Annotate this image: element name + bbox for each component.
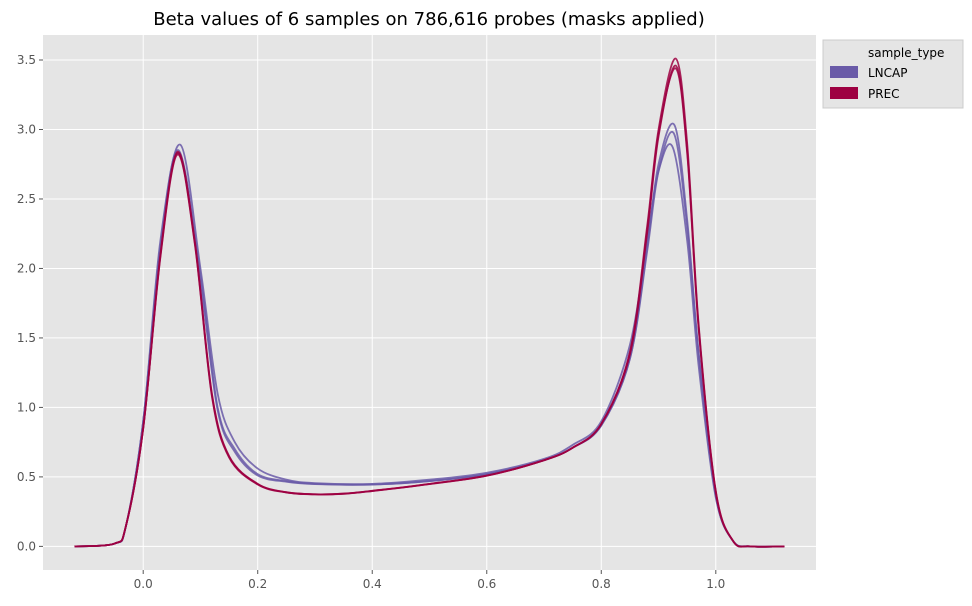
legend-label-lncap: LNCAP xyxy=(868,66,908,80)
x-tick-label: 1.0 xyxy=(706,577,725,591)
x-tick-label: 0.2 xyxy=(248,577,267,591)
y-tick-label: 3.5 xyxy=(17,53,36,67)
series-lines xyxy=(74,57,785,548)
y-tick-label: 1.5 xyxy=(17,331,36,345)
grid-lines xyxy=(43,35,816,570)
y-axis: 0.0 0.5 1.0 1.5 2.0 2.5 3.0 3.5 xyxy=(17,53,43,553)
legend-title: sample_type xyxy=(868,46,944,60)
legend-label-prec: PREC xyxy=(868,87,900,101)
y-tick-label: 1.0 xyxy=(17,400,36,414)
x-tick-label: 0.6 xyxy=(477,577,496,591)
x-tick-label: 0.8 xyxy=(592,577,611,591)
y-tick-label: 2.0 xyxy=(17,261,36,275)
y-tick-label: 2.5 xyxy=(17,192,36,206)
x-tick-label: 0.4 xyxy=(363,577,382,591)
x-axis: 0.0 0.2 0.4 0.6 0.8 1.0 xyxy=(134,570,725,591)
legend-swatch-prec xyxy=(830,87,858,99)
legend-swatch-lncap xyxy=(830,66,858,78)
chart-title: Beta values of 6 samples on 786,616 prob… xyxy=(153,9,705,30)
legend: sample_type LNCAP PREC xyxy=(822,39,964,109)
density-line-prec-6 xyxy=(74,67,785,548)
y-tick-label: 0.5 xyxy=(17,470,36,484)
y-tick-label: 0.0 xyxy=(17,539,36,553)
plot-area xyxy=(43,35,816,570)
y-tick-label: 3.0 xyxy=(17,122,36,136)
x-tick-label: 0.0 xyxy=(134,577,153,591)
